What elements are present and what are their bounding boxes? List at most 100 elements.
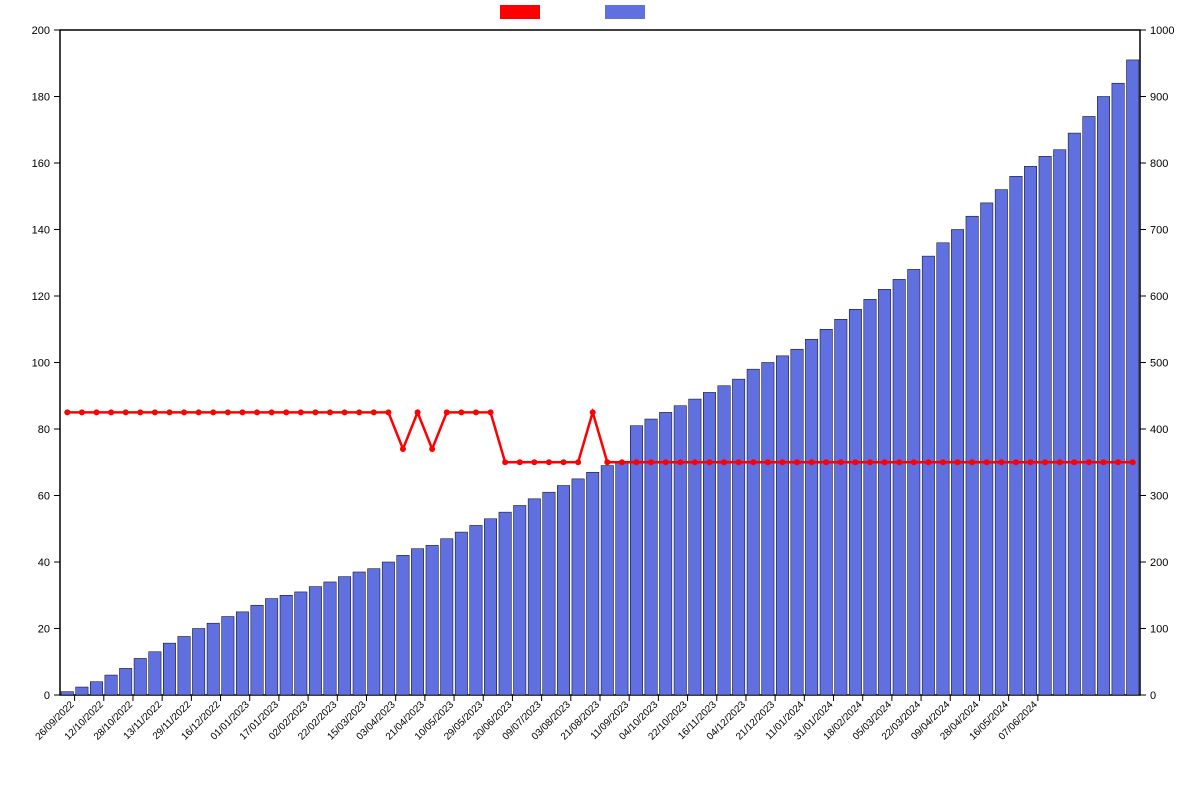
- bar: [937, 243, 949, 695]
- bar: [90, 682, 102, 695]
- bar: [995, 190, 1007, 695]
- line-marker: [867, 459, 873, 465]
- line-marker: [809, 459, 815, 465]
- bar: [382, 562, 394, 695]
- bar: [178, 636, 190, 695]
- bar: [309, 587, 321, 695]
- right-axis-tick-label: 300: [1150, 491, 1168, 503]
- line-marker: [356, 409, 362, 415]
- line-marker: [590, 409, 596, 415]
- bar: [1024, 166, 1036, 695]
- left-axis-tick-label: 80: [38, 424, 50, 436]
- left-axis-tick-label: 0: [44, 690, 50, 702]
- line-marker: [838, 459, 844, 465]
- bar: [557, 486, 569, 695]
- line-marker: [196, 409, 202, 415]
- line-marker: [181, 409, 187, 415]
- line-marker: [415, 409, 421, 415]
- line-marker: [677, 459, 683, 465]
- line-marker: [283, 409, 289, 415]
- bar: [149, 652, 161, 695]
- line-marker: [911, 459, 917, 465]
- bar: [119, 668, 131, 695]
- bar: [528, 499, 540, 695]
- right-axis-tick-label: 0: [1150, 690, 1156, 702]
- bar: [192, 629, 204, 696]
- line-marker: [269, 409, 275, 415]
- line-marker: [823, 459, 829, 465]
- bar: [514, 505, 526, 695]
- left-axis-tick-label: 120: [32, 291, 50, 303]
- bar: [470, 525, 482, 695]
- bar: [163, 643, 175, 695]
- bar: [105, 675, 117, 695]
- line-marker: [166, 409, 172, 415]
- bar: [280, 595, 292, 695]
- bar: [864, 299, 876, 695]
- line-marker: [1057, 459, 1063, 465]
- line-marker: [371, 409, 377, 415]
- bar: [835, 319, 847, 695]
- line-marker: [882, 459, 888, 465]
- line-marker: [64, 409, 70, 415]
- bar: [441, 539, 453, 695]
- line-marker: [312, 409, 318, 415]
- line-marker: [706, 459, 712, 465]
- left-axis-tick-label: 40: [38, 557, 50, 569]
- bar: [703, 392, 715, 695]
- bar: [587, 472, 599, 695]
- bar: [820, 329, 832, 695]
- bar: [849, 309, 861, 695]
- right-axis-tick-label: 100: [1150, 624, 1168, 636]
- right-axis-tick-label: 700: [1150, 225, 1168, 237]
- line-marker: [852, 459, 858, 465]
- line-marker: [473, 409, 479, 415]
- bar: [601, 466, 613, 695]
- bar: [207, 623, 219, 695]
- bar: [966, 216, 978, 695]
- line-marker: [1086, 459, 1092, 465]
- left-axis-tick-label: 60: [38, 491, 50, 503]
- line-marker: [721, 459, 727, 465]
- bar: [630, 426, 642, 695]
- line-marker: [896, 459, 902, 465]
- line-marker: [779, 459, 785, 465]
- line-marker: [108, 409, 114, 415]
- bar: [426, 545, 438, 695]
- bar: [1112, 83, 1124, 695]
- bar: [1039, 156, 1051, 695]
- line-marker: [239, 409, 245, 415]
- line-marker: [254, 409, 260, 415]
- line-marker: [385, 409, 391, 415]
- line-marker: [998, 459, 1004, 465]
- line-marker: [79, 409, 85, 415]
- line-marker: [1115, 459, 1121, 465]
- bar: [1010, 176, 1022, 695]
- line-marker: [794, 459, 800, 465]
- bar: [776, 356, 788, 695]
- bar: [251, 605, 263, 695]
- line-marker: [531, 459, 537, 465]
- right-axis-tick-label: 600: [1150, 291, 1168, 303]
- line-marker: [750, 459, 756, 465]
- bar: [616, 462, 628, 695]
- bar: [1097, 97, 1109, 696]
- right-axis-tick-label: 200: [1150, 557, 1168, 569]
- bar: [981, 203, 993, 695]
- bar: [689, 399, 701, 695]
- bar: [747, 369, 759, 695]
- bar: [908, 269, 920, 695]
- bar: [1054, 150, 1066, 695]
- line-marker: [648, 459, 654, 465]
- line-marker: [561, 459, 567, 465]
- line-marker: [342, 409, 348, 415]
- bar: [659, 412, 671, 695]
- bar: [265, 599, 277, 695]
- line-marker: [210, 409, 216, 415]
- bar: [134, 658, 146, 695]
- bar: [1127, 60, 1139, 695]
- left-axis-tick-label: 20: [38, 624, 50, 636]
- bar: [1083, 116, 1095, 695]
- left-axis-tick-label: 200: [32, 25, 50, 37]
- line-marker: [458, 409, 464, 415]
